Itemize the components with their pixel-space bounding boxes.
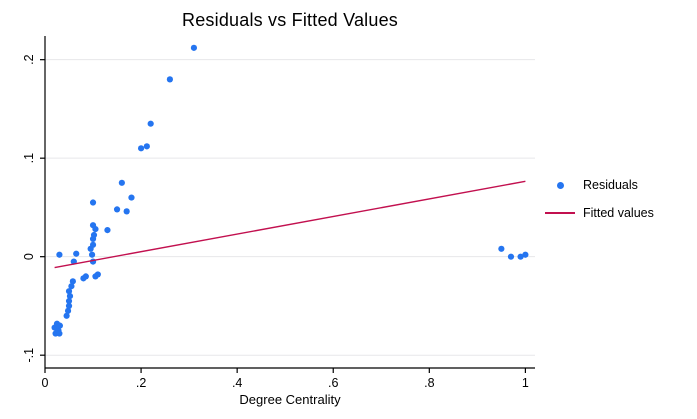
- scatter-point: [113, 206, 121, 213]
- legend-item-fitted-values: Fitted values: [543, 204, 654, 222]
- scatter-point: [137, 145, 145, 152]
- x-tick-label: 1: [522, 376, 529, 390]
- scatter-point: [56, 322, 63, 329]
- scatter-point: [517, 253, 524, 260]
- scatter-point: [64, 307, 72, 314]
- x-tick-label: .6: [328, 376, 338, 390]
- y-tick-label: .1: [22, 153, 36, 163]
- scatter-point: [166, 76, 174, 83]
- scatter-point: [56, 330, 63, 337]
- legend: Residuals Fitted values: [543, 176, 654, 222]
- scatter-point: [63, 312, 70, 319]
- scatter-point: [89, 199, 97, 206]
- scatter-point: [89, 241, 97, 248]
- scatter-point: [56, 251, 63, 258]
- scatter-point: [88, 251, 96, 258]
- residuals-dot-marker-icon: [556, 181, 564, 189]
- scatter-point: [90, 231, 98, 239]
- fitted-line: [54, 180, 526, 269]
- scatter-point: [65, 297, 73, 305]
- scatter-point: [68, 283, 75, 290]
- legend-marker-box: [543, 212, 577, 214]
- scatter-point: [498, 245, 505, 252]
- scatter-point: [65, 288, 73, 295]
- scatter-point: [89, 222, 97, 229]
- x-tick-label: .4: [232, 376, 242, 390]
- scatter-point: [73, 250, 80, 257]
- scatter-point: [123, 208, 130, 215]
- scatter-point: [66, 292, 74, 300]
- y-tick-label: 0: [22, 253, 36, 260]
- scatter-point: [65, 302, 73, 310]
- scatter-point: [69, 278, 76, 285]
- scatter-point: [94, 271, 101, 278]
- x-tick-label: .8: [424, 376, 434, 390]
- x-tick-label: .2: [136, 376, 146, 390]
- legend-item-residuals: Residuals: [543, 176, 654, 194]
- scatter-point: [507, 253, 515, 260]
- legend-marker-box: [543, 181, 577, 189]
- scatter-point: [190, 44, 198, 51]
- y-tick-label: .2: [22, 54, 36, 64]
- scatter-point: [143, 143, 150, 150]
- legend-label-residuals: Residuals: [583, 178, 638, 192]
- legend-label-fitted-values: Fitted values: [583, 206, 654, 220]
- fitted-values-line-marker-icon: [545, 212, 575, 214]
- scatter-point: [104, 226, 111, 234]
- scatter-point: [522, 251, 529, 258]
- chart-title: Residuals vs Fitted Values: [182, 10, 398, 30]
- scatter-point: [147, 120, 154, 127]
- scatter-point: [82, 273, 89, 280]
- scatter-point: [118, 179, 125, 186]
- x-axis-title: Degree Centrality: [239, 392, 341, 407]
- x-tick-label: 0: [42, 376, 49, 390]
- y-tick-label: -.1: [22, 348, 36, 363]
- scatter-point: [128, 194, 135, 201]
